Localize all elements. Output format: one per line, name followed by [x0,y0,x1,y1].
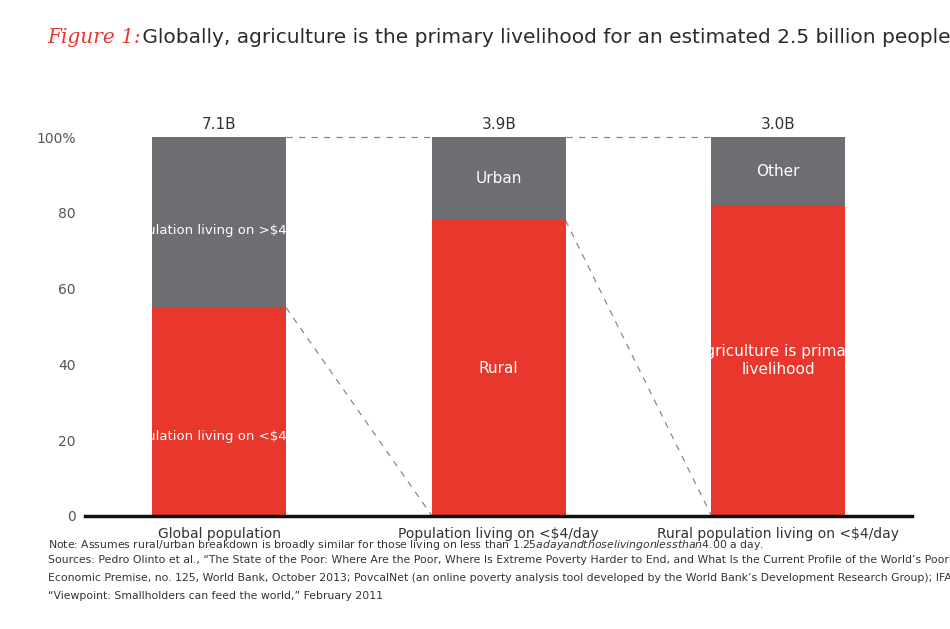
Text: Other: Other [756,164,800,179]
Text: Urban: Urban [476,171,522,186]
Bar [432,137,565,221]
Text: “Viewpoint: Smallholders can feed the world,” February 2011: “Viewpoint: Smallholders can feed the wo… [48,591,383,601]
Text: Rural: Rural [479,360,519,376]
Text: Population living on <$4/day: Population living on <$4/day [123,430,315,443]
Text: Globally, agriculture is the primary livelihood for an estimated 2.5 billion peo: Globally, agriculture is the primary liv… [136,28,950,47]
Text: Sources: Pedro Olinto et al., “The State of the Poor: Where Are the Poor, Where : Sources: Pedro Olinto et al., “The State… [48,555,950,565]
Bar [152,137,286,308]
Text: Economic Premise, no. 125, World Bank, October 2013; PovcalNet (an online povert: Economic Premise, no. 125, World Bank, O… [48,573,950,583]
Text: Figure 1:: Figure 1: [48,28,142,47]
Text: 7.1B: 7.1B [202,116,237,131]
Bar [712,205,846,516]
Text: 3.9B: 3.9B [482,116,516,131]
Bar [712,137,846,205]
Text: Note: Assumes rural/urban breakdown is broadly similar for those living on less : Note: Assumes rural/urban breakdown is b… [48,538,763,552]
Text: Agriculture is primary
livelihood: Agriculture is primary livelihood [695,344,862,377]
Text: Population living on >$4/day: Population living on >$4/day [123,225,315,237]
Text: 3.0B: 3.0B [761,116,796,131]
Bar [432,221,565,516]
Bar [152,308,286,516]
